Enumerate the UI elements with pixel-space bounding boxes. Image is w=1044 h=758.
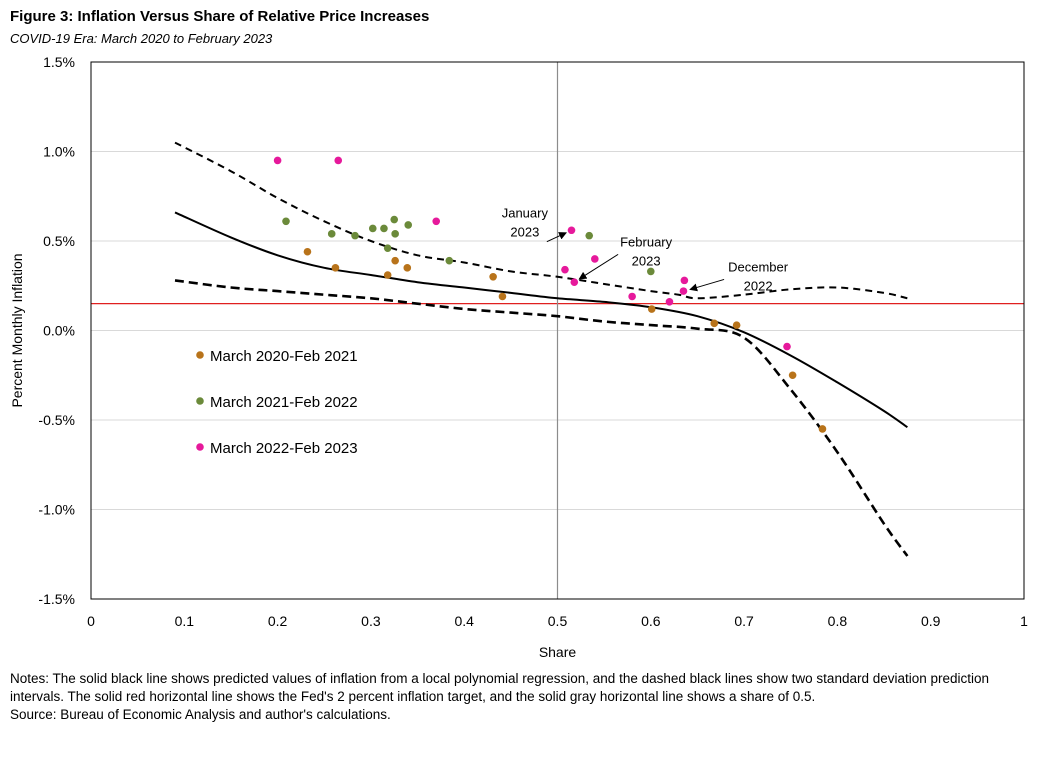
scatter-chart: -1.5% -1.0% -0.5% 0.0% 0.5% 1.0% 1.5% 0 0.1 0.2 0.… (9, 54, 1028, 660)
data-point-2-6 (591, 255, 599, 263)
data-point-1-6 (390, 215, 399, 224)
annotation-label-0-1: 2023 (510, 225, 539, 240)
x-tick-label-3: 0.3 (361, 613, 381, 629)
annotation-february-2023: February 2023 (578, 234, 673, 280)
data-point-0-1 (331, 264, 340, 272)
data-point-0-11 (818, 425, 827, 433)
annotation-label-0-0: January (502, 206, 549, 221)
x-tick-label-5: 0.5 (548, 613, 568, 629)
data-point-0-9 (732, 321, 741, 329)
legend-marker-1 (196, 397, 204, 405)
legend-marker-0 (196, 351, 204, 359)
data-point-0-10 (788, 371, 797, 380)
x-tick-label-6: 0.6 (641, 613, 661, 629)
annotation-arrow-0 (546, 232, 567, 243)
data-point-2-2 (432, 217, 441, 226)
x-axis-title: Share (539, 644, 577, 660)
y-tick-label-0: -1.5% (38, 591, 75, 607)
data-point-2-3 (561, 265, 569, 274)
data-point-1-4 (380, 224, 388, 233)
y-tick-label-6: 1.5% (43, 54, 75, 70)
data-point-2-5 (570, 278, 579, 286)
series-2020-2021 (303, 247, 827, 433)
annotation-label-1-1: 2023 (632, 253, 661, 268)
data-point-1-9 (445, 256, 454, 265)
legend-item-2022-2023: March 2022-Feb 2023 (196, 440, 358, 457)
series-2021-2022 (282, 215, 655, 276)
legend-label-2: March 2022-Feb 2023 (210, 440, 358, 457)
data-point-2-9 (679, 287, 688, 295)
data-point-0-0 (303, 247, 312, 256)
annotation-label-1-0: February (620, 234, 673, 249)
legend-item-2020-2021: March 2020-Feb 2021 (196, 348, 358, 365)
y-axis-title: Percent Monthly Inflation (9, 253, 25, 407)
legend-label-0: March 2020-Feb 2021 (210, 348, 358, 365)
annotation-december-2022: December 2022 (689, 259, 789, 293)
regression-fit-line (174, 211, 908, 429)
y-tick-label-5: 1.0% (43, 144, 75, 160)
notes-text: Notes: The solid black line shows predic… (10, 671, 990, 704)
x-tick-label-0: 0 (87, 613, 95, 629)
annotation-arrow-1 (578, 253, 619, 280)
x-tick-label-8: 0.8 (828, 613, 848, 629)
data-point-1-7 (391, 230, 399, 238)
x-tick-label-10: 1 (1020, 613, 1028, 629)
plot-border (90, 61, 1025, 600)
data-point-0-5 (489, 273, 497, 281)
annotation-label-2-0: December (728, 259, 789, 274)
notes-section: Notes: The solid black line shows predic… (10, 670, 1036, 724)
data-point-1-10 (585, 231, 594, 240)
annotation-label-2-1: 2022 (744, 278, 773, 293)
data-point-1-1 (327, 230, 336, 238)
y-tick-label-3: 0.0% (43, 323, 75, 339)
data-point-1-11 (647, 267, 655, 276)
x-tick-label-9: 0.9 (921, 613, 941, 629)
data-point-0-3 (391, 256, 399, 265)
data-point-0-4 (403, 264, 412, 272)
legend-label-1: March 2021-Feb 2022 (210, 394, 358, 411)
upper-prediction-band (174, 141, 908, 300)
y-tick-label-2: -0.5% (38, 412, 75, 428)
lower-prediction-band (174, 279, 909, 557)
data-point-1-3 (368, 224, 377, 233)
legend-marker-2 (196, 443, 204, 451)
series-2022-2023 (273, 156, 791, 351)
data-point-0-2 (383, 271, 392, 279)
data-point-1-0 (282, 217, 290, 226)
data-point-0-7 (647, 305, 656, 313)
data-point-2-8 (665, 298, 674, 306)
data-point-1-2 (351, 231, 359, 240)
x-tick-label-2: 0.2 (268, 613, 288, 629)
data-point-2-7 (628, 292, 636, 301)
data-point-2-0 (273, 156, 282, 165)
data-point-2-11 (783, 342, 791, 351)
figure-title: Figure 3: Inflation Versus Share of Rela… (10, 8, 430, 25)
annotation-arrow-2 (689, 278, 725, 292)
data-point-2-10 (680, 276, 689, 285)
figure-subtitle: COVID-19 Era: March 2020 to February 202… (10, 31, 273, 46)
data-point-0-6 (498, 292, 507, 301)
data-point-1-8 (404, 221, 413, 229)
data-point-1-5 (383, 244, 392, 252)
x-tick-label-4: 0.4 (454, 613, 474, 629)
data-point-0-8 (710, 319, 719, 328)
x-tick-label-1: 0.1 (175, 613, 195, 629)
source-text: Source: Bureau of Economic Analysis and … (10, 707, 391, 722)
legend-item-2021-2022: March 2021-Feb 2022 (196, 394, 358, 411)
y-tick-label-4: 0.5% (43, 233, 75, 249)
annotation-january-2023: January 2023 (502, 206, 567, 243)
x-tick-label-7: 0.7 (734, 613, 754, 629)
data-point-2-4 (567, 226, 576, 235)
y-tick-label-1: -1.0% (38, 502, 75, 518)
data-point-2-1 (334, 156, 343, 165)
